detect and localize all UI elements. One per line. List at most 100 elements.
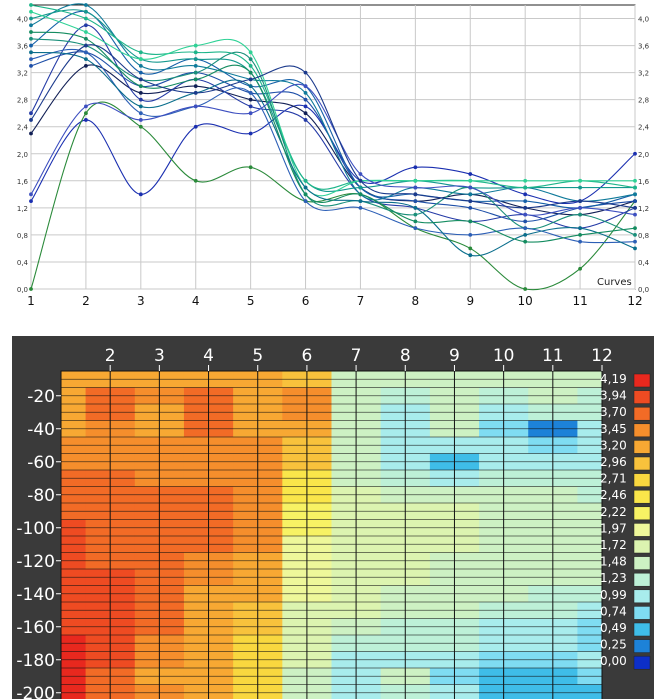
y-tick-label-left: 1,2 — [17, 205, 28, 213]
legend-swatch — [633, 423, 651, 438]
x-tick-label: 11 — [572, 294, 587, 308]
heatmap-y-tick-label: -40 — [27, 420, 55, 440]
series-point — [633, 246, 637, 251]
x-tick-label: 9 — [466, 294, 474, 308]
series-point — [633, 199, 637, 203]
series-point — [523, 239, 528, 244]
series-point — [523, 178, 528, 183]
curves-line-chart: 1 2 3 4 5 6 7 8 9 10 11 120,0 0,00,4 0,40,8 0,81,2 1,21… — [17, 3, 650, 308]
legend-label: 2,96 — [600, 455, 627, 469]
series-point — [358, 178, 363, 183]
legend-label: 1,23 — [600, 571, 627, 585]
series-point — [248, 63, 253, 68]
series-point — [468, 178, 473, 183]
y-tick-label-left: 3,6 — [17, 43, 29, 51]
series-point — [578, 212, 582, 217]
series-point — [633, 192, 637, 197]
series-point — [523, 185, 528, 190]
series-point — [193, 63, 198, 68]
legend-label: 3,70 — [600, 405, 627, 419]
legend-label: 3,45 — [600, 422, 627, 436]
series-point — [413, 165, 418, 170]
series-point — [193, 43, 198, 48]
heatmap-x-tick-label: 8 — [400, 346, 411, 366]
x-tick-label: 1 — [27, 294, 35, 308]
heatmap-x-tick-label: 10 — [493, 346, 515, 366]
series-point — [248, 131, 253, 136]
series-point — [29, 30, 33, 34]
legend-label: 0,74 — [600, 604, 627, 618]
contour-heatmap-chart: 2 3 4 5 6 7 8 9 10 11 12 -20 -40 -60 -80 -100 -120 -140 -1… — [16, 346, 651, 699]
series-point — [84, 30, 88, 34]
x-tick-label: 2 — [82, 294, 90, 308]
y-tick-label-right: 1,6 — [638, 178, 650, 186]
series-point — [303, 111, 308, 116]
legend-label: 3,94 — [600, 389, 627, 403]
series-point — [633, 178, 637, 183]
series-point — [578, 239, 582, 244]
series-point — [84, 43, 88, 48]
series-point — [193, 57, 198, 61]
series-point — [29, 9, 33, 14]
y-tick-label-left: 2,8 — [17, 97, 28, 105]
series-point — [138, 192, 143, 197]
series-point — [84, 111, 88, 116]
legend-swatch — [633, 506, 651, 521]
legend-swatch — [633, 572, 651, 587]
series-point — [138, 91, 143, 95]
y-tick-label-right: 4,0 — [638, 16, 649, 24]
x-tick-label: 12 — [627, 294, 642, 308]
heatmap-y-tick-label: -180 — [16, 651, 55, 671]
heatmap-x-tick-label: 5 — [252, 346, 263, 366]
y-tick-label-left: 1,6 — [17, 178, 29, 186]
series-point — [303, 91, 308, 95]
heatmap-y-tick-label: -160 — [16, 618, 55, 638]
legend-label: 1,48 — [600, 555, 627, 569]
series-point — [578, 185, 582, 190]
series-point — [248, 84, 253, 89]
series-point — [578, 233, 582, 237]
contour-chart-panel: 2 3 4 5 6 7 8 9 10 11 12 -20 -40 -60 -80 -100 -120 -140 -1… — [12, 336, 654, 699]
series-point — [193, 91, 198, 95]
series-point — [633, 212, 637, 217]
heatmap-x-tick-label: 12 — [591, 346, 613, 366]
plot-frame — [30, 4, 636, 290]
series-point — [358, 185, 363, 190]
series-point — [468, 219, 473, 224]
series-point — [413, 205, 418, 210]
heatmap-y-tick-label: -60 — [27, 453, 55, 473]
y-tick-label-left: 4,0 — [17, 16, 28, 24]
legend-label: 0,25 — [600, 638, 627, 652]
x-tick-label: 4 — [192, 294, 200, 308]
series-point — [248, 77, 253, 82]
series-point — [413, 185, 418, 190]
series-point — [138, 111, 143, 116]
series-point — [303, 185, 308, 190]
heatmap-x-tick-label: 11 — [542, 346, 564, 366]
series-point — [193, 84, 198, 89]
series-point — [523, 192, 528, 197]
series-point — [633, 233, 637, 237]
series-point — [248, 97, 253, 102]
heatmap-cell — [61, 684, 87, 699]
series-point — [138, 77, 143, 82]
x-tick-label: 5 — [247, 294, 255, 308]
series-point — [413, 226, 418, 231]
series-point — [29, 43, 33, 48]
series-point — [523, 233, 528, 237]
legend-swatch — [633, 406, 651, 421]
series-point — [29, 118, 33, 122]
series-point — [193, 178, 198, 183]
series-point — [523, 219, 528, 224]
series-point — [303, 178, 308, 183]
series-point — [578, 226, 582, 231]
series-point — [138, 124, 143, 129]
series-point — [468, 233, 473, 237]
x-tick-label: 3 — [137, 294, 145, 308]
legend-swatch — [633, 523, 651, 537]
series-point — [138, 50, 143, 55]
legend-label: 2,22 — [600, 505, 627, 519]
series-point — [84, 50, 88, 55]
series-point — [138, 57, 143, 61]
legend-swatch — [633, 489, 651, 504]
